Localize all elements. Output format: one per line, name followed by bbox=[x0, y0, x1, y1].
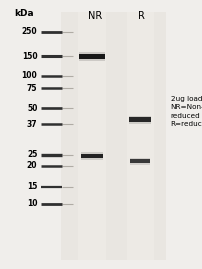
Text: 25: 25 bbox=[27, 150, 37, 160]
Text: 15: 15 bbox=[27, 182, 37, 192]
Text: kDa: kDa bbox=[14, 9, 34, 18]
Text: 100: 100 bbox=[22, 71, 37, 80]
Text: 20: 20 bbox=[27, 161, 37, 170]
Text: 250: 250 bbox=[22, 27, 37, 36]
Bar bbox=[78, 12, 105, 260]
Text: 150: 150 bbox=[22, 52, 37, 61]
Text: 37: 37 bbox=[27, 120, 37, 129]
Text: 2ug loading
NR=Non-
reduced
R=reduced: 2ug loading NR=Non- reduced R=reduced bbox=[171, 96, 202, 128]
Bar bbox=[81, 152, 103, 160]
Text: 50: 50 bbox=[27, 104, 37, 113]
Text: 75: 75 bbox=[27, 84, 37, 93]
Bar bbox=[130, 159, 150, 163]
Bar bbox=[81, 154, 103, 158]
Text: 10: 10 bbox=[27, 199, 37, 208]
Bar bbox=[127, 12, 154, 260]
Bar bbox=[129, 116, 152, 123]
Bar bbox=[79, 54, 105, 59]
Bar bbox=[61, 12, 166, 260]
Bar bbox=[130, 158, 150, 165]
Text: NR: NR bbox=[88, 11, 102, 21]
Text: R: R bbox=[138, 11, 145, 21]
Bar bbox=[79, 52, 105, 61]
Bar bbox=[129, 117, 152, 122]
